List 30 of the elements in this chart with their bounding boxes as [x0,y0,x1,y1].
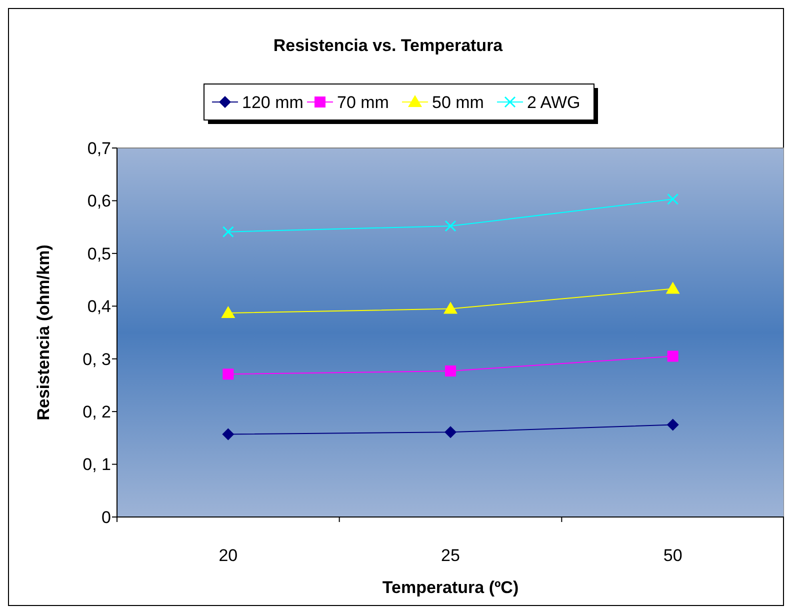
point [221,306,236,318]
x-tick-label: 25 [441,546,460,565]
y-tick-label: 0,4 [87,297,111,316]
point [666,418,679,431]
y-tick-label: 0, 3 [82,350,111,369]
point [444,220,456,232]
point [667,193,679,205]
y-tick-label: 0 [102,508,111,527]
legend-label: 50 mm [432,92,484,112]
y-tick-label: 0,7 [87,138,111,158]
point [222,428,234,440]
x-axis-title: Temperatura (ºC) [382,578,519,597]
y-tick-label: 0,5 [87,244,111,264]
y-tick-label: 0, 1 [82,455,111,474]
legend-label: 70 mm [337,92,389,112]
point [222,226,234,238]
x-tick-label: 50 [663,546,682,565]
point [444,302,458,314]
point [445,365,456,376]
y-tick-label: 0, 2 [82,402,111,422]
y-axis-title: Resistencia (ohm/km) [34,244,53,420]
point [666,282,680,294]
y-tick-label: 0,6 [87,192,111,211]
point [667,350,678,362]
legend-label: 120 mm [242,92,304,112]
legend-label: 2 AWG [527,92,580,112]
point [222,368,234,380]
chart-title: Resistencia vs. Temperatura [273,36,504,55]
point [444,426,456,438]
x-tick-label: 20 [218,546,238,565]
